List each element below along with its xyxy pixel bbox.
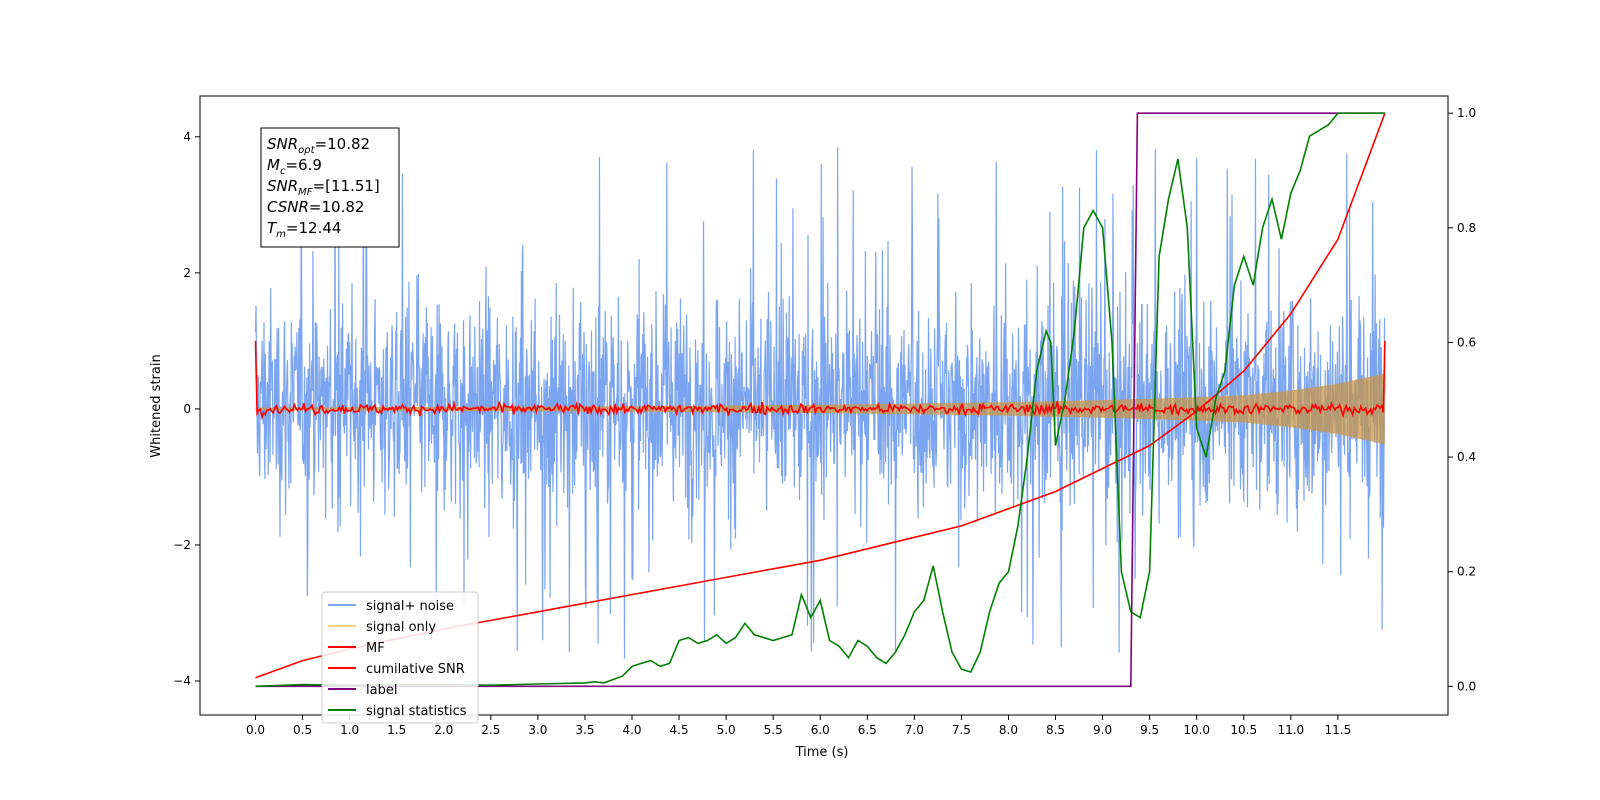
signal-noise-layer <box>254 147 1386 659</box>
y-axis-label: Whitened strain <box>149 354 164 457</box>
x-tick-label: 9.0 <box>1093 723 1112 737</box>
signal-noise-line <box>254 147 1386 659</box>
y-tick-label: 4 <box>183 130 191 144</box>
y-axis-ticks: 4 2 0 −2 −4 <box>173 130 200 688</box>
legend-label: signal+ noise <box>366 599 454 614</box>
x-tick-label: 6.0 <box>811 723 830 737</box>
legend-label: signal statistics <box>366 704 467 719</box>
x-tick-label: 1.5 <box>387 723 406 737</box>
x-tick-label: 3.0 <box>528 723 547 737</box>
signal-statistics-line <box>255 112 1385 688</box>
y2-tick-label: 0.2 <box>1457 565 1476 579</box>
legend-frame <box>321 591 479 724</box>
y2-tick-label: 0.0 <box>1457 679 1476 693</box>
plot-frame <box>199 95 1449 716</box>
x-tick-label: 9.5 <box>1140 723 1159 737</box>
x-tick-label: 5.5 <box>764 723 783 737</box>
annotation-frame <box>260 127 400 248</box>
x-tick-label: 4.0 <box>622 723 641 737</box>
annotation-line: Mc=6.9 <box>267 156 322 177</box>
x-tick-label: 11.0 <box>1277 723 1304 737</box>
x-tick-label: 2.0 <box>434 723 453 737</box>
x-tick-label: 2.5 <box>481 723 500 737</box>
x-tick-label: 7.5 <box>952 723 971 737</box>
label-line <box>255 112 1385 688</box>
legend-label: signal only <box>366 620 436 635</box>
annotation-line: Tm=12.44 <box>267 219 341 240</box>
x-tick-label: 6.5 <box>858 723 877 737</box>
legend-label: MF <box>366 641 385 656</box>
x-tick-label: 3.5 <box>575 723 594 737</box>
x-tick-label: 8.0 <box>999 723 1018 737</box>
annotation-box: SNRopt=10.82Mc=6.9SNRMF=[11.51]CSNR=10.8… <box>260 127 400 248</box>
y-tick-label: −2 <box>173 538 191 552</box>
y-tick-label: 0 <box>183 402 191 416</box>
x-tick-label: 0.0 <box>246 723 265 737</box>
x-tick-label: 1.0 <box>340 723 359 737</box>
y2-tick-label: 0.8 <box>1457 221 1476 235</box>
annotation-line: SNRopt=10.82 <box>267 135 370 156</box>
y2-tick-label: 0.6 <box>1457 335 1476 349</box>
x-tick-label: 11.5 <box>1325 723 1352 737</box>
y2-axis-ticks: 1.0 0.8 0.6 0.4 0.2 0.0 <box>1448 106 1476 693</box>
x-axis-ticks: 0.0 0.5 1.0 1.5 2.0 2.5 3.0 3.5 4.0 4.5 5.0 5.5 6.0 6… <box>246 715 1351 737</box>
x-tick-label: 0.5 <box>293 723 312 737</box>
x-axis-label: Time (s) <box>795 745 849 760</box>
x-tick-label: 4.5 <box>670 723 689 737</box>
y-tick-label: 2 <box>183 266 191 280</box>
annotation-line: CSNR=10.82 <box>267 198 364 216</box>
x-tick-label: 10.0 <box>1183 723 1210 737</box>
legend-label: cumilative SNR <box>366 662 465 677</box>
annotation-line: SNRMF=[11.51] <box>267 177 380 198</box>
x-tick-label: 7.0 <box>905 723 924 737</box>
y-tick-label: −4 <box>173 674 191 688</box>
legend: signal+ noise signal only MF cumilative SNR… <box>321 591 479 724</box>
x-tick-label: 8.5 <box>1046 723 1065 737</box>
x-tick-label: 10.5 <box>1230 723 1257 737</box>
y2-tick-label: 1.0 <box>1457 106 1476 120</box>
legend-label: label <box>366 683 397 698</box>
y2-tick-label: 0.4 <box>1457 450 1476 464</box>
x-tick-label: 5.0 <box>717 723 736 737</box>
